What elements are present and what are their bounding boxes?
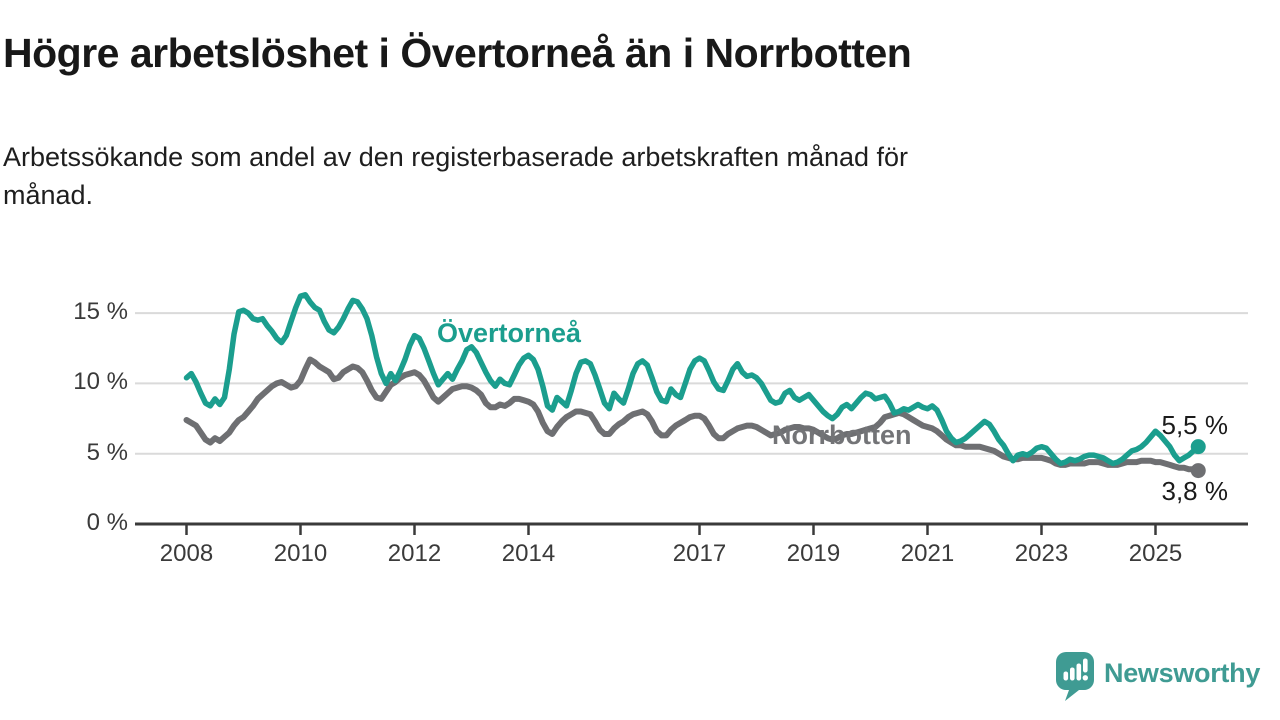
subtitle: Arbetssökande som andel av den registerb… [3,138,1203,214]
x-axis-label: 2014 [501,540,556,567]
end-value-overtornea: 5,5 % [1161,410,1229,440]
newsworthy-logo-icon [1056,652,1094,701]
y-axis-label: 15 % [73,298,128,326]
x-axis-label: 2023 [1014,540,1069,567]
newsworthy-brand[interactable]: Newsworthy [1056,652,1276,704]
y-axis-label: 5 % [86,438,128,466]
y-axis-label: 0 % [86,509,128,536]
end-dot-norrbotten [1190,463,1206,479]
newsworthy-wordmark: Newsworthy [1104,658,1261,688]
x-axis-label: 2012 [387,540,442,567]
x-axis-label: 2017 [672,540,727,567]
x-axis-label: 2008 [159,540,214,567]
line-overtornea [183,292,1202,467]
subtitle-line-2: månad. [3,180,94,210]
series-label-overtornea: Övertorneå [437,318,582,348]
line-norrbotten [183,356,1202,474]
subtitle-line-1: Arbetssökande som andel av den registerb… [3,142,909,172]
y-axis-label: 10 % [73,368,128,396]
series-label-norrbotten: Norrbotten [772,420,912,450]
x-axis-label: 2010 [273,540,328,567]
x-axis-label: 2025 [1128,540,1183,567]
page-title: Högre arbetslöshet i Övertorneå än i Nor… [3,30,912,76]
end-value-norrbotten: 3,8 % [1161,476,1229,506]
x-axis-label: 2021 [900,540,955,567]
x-axis-label: 2019 [786,540,841,567]
end-dot-overtornea [1190,439,1206,455]
